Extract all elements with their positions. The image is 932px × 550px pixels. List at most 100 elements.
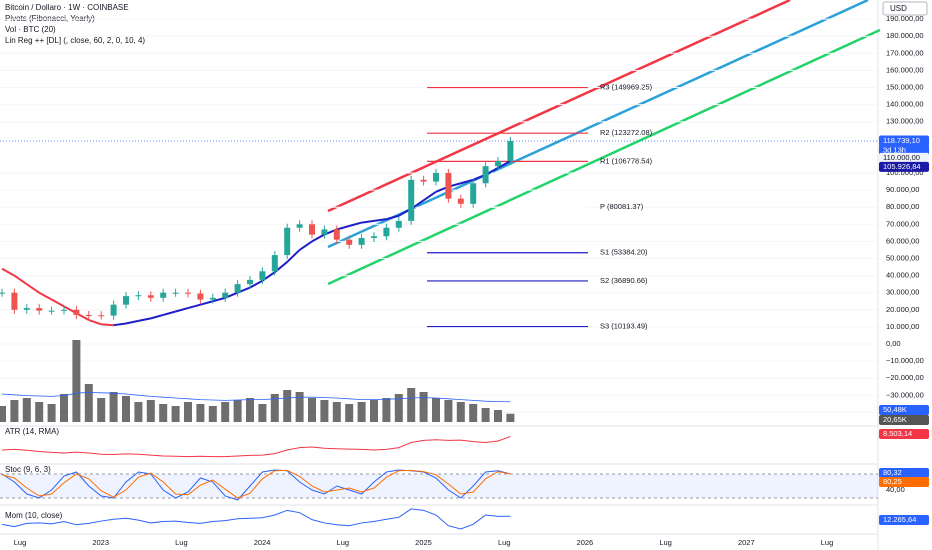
countdown: 3d 13h [883,145,906,154]
ma-segment [286,249,301,263]
value-badge [879,477,929,487]
ma-segment [38,291,53,301]
candle [495,161,501,167]
candle [371,236,377,238]
ma-segment [212,296,226,303]
pivot-label: S2 (36890.66) [600,276,648,285]
y-tick-label: 40.000,00 [886,271,919,280]
volume-bar [283,390,292,422]
x-tick-label: Lug [659,538,672,547]
badge-label: 118.739,10 [883,136,920,145]
value-badge [879,468,929,478]
y-tick-label: 0,00 [886,339,901,348]
pivot-label: R2 (123272.08) [600,128,653,137]
ma-segment [249,279,263,289]
volume-bar [320,400,329,422]
volume-bar [233,400,242,422]
candle [36,308,43,311]
y-tick-label: 190.000,00 [886,14,924,23]
y-tick-label: 20.000,00 [886,305,919,314]
value-badge [879,415,929,425]
value-badge [879,152,929,163]
candle [309,224,315,235]
x-tick-label: 2026 [577,538,594,547]
volume-bar [72,340,81,422]
ma-segment [1,267,15,277]
y-tick-label: 170.000,00 [886,48,924,57]
candle [408,179,415,221]
ma-segment [311,233,325,243]
volume-bar [221,402,230,422]
candle [11,292,18,310]
x-tick-label: Lug [498,538,511,547]
y-tick-label: 140.000,00 [886,100,924,109]
volume-bar [184,402,192,422]
candle [284,227,291,256]
volume-bar [122,396,130,422]
candle [98,315,105,317]
ma-segment [88,319,102,326]
candle [0,292,5,294]
volume-bar [246,398,254,422]
plot-bg [0,0,878,550]
mom-title: Mom (10, close) [5,511,63,520]
volume-bar [370,400,378,422]
ma-segment [497,160,511,169]
y-tick-label: 60.000,00 [886,236,919,245]
volume-bar [295,392,304,422]
candle [433,173,439,182]
volume-ma [1,391,511,403]
candle [48,310,55,312]
ma-segment [101,323,114,327]
x-tick-label: 2023 [92,538,109,547]
pivot-label: S1 (53384.20) [600,248,648,257]
stoc-k [1,469,511,501]
candle [85,314,92,316]
ma-segment [51,298,65,308]
candle [358,237,365,245]
candle [482,166,489,184]
ma-segment [336,225,350,231]
volume-bar [47,404,56,422]
volume-bar [432,398,440,422]
volume-bar [407,388,416,422]
volume-bar [258,404,267,422]
ma-segment [187,303,201,310]
candle [420,179,427,182]
candle [23,308,30,310]
badge-label: 8.503,14 [883,429,912,438]
volume-bar [60,394,68,422]
regression-upper [327,0,791,213]
y-tick-label: 80.000,00 [886,202,919,211]
candle [247,279,253,285]
candle [209,297,216,300]
ma-segment [150,313,164,320]
value-badge [879,515,929,525]
ma-segment [13,274,28,285]
pane-grid [0,425,878,535]
currency-box[interactable] [882,1,928,16]
candle [222,292,229,298]
badge-label: 20,65K [883,415,907,424]
candle [172,292,179,294]
volume-bar [208,406,217,422]
volume-bar [171,406,180,422]
regression-mid [327,0,869,249]
x-tick-label: Lug [175,538,188,547]
candle [457,198,464,204]
volume-bar [84,384,93,422]
stoc-d [1,469,511,499]
y-tick-label: 160.000,00 [886,65,924,74]
candle [395,220,402,228]
value-badge [879,161,929,172]
countdown-bg [879,145,929,155]
volume-label: Vol · BTC (20) [5,25,56,34]
volume-bar [394,394,403,422]
badge-label: 80,32 [883,468,902,477]
volume-bar [196,404,205,422]
currency[interactable]: USD [890,4,907,13]
volume-bar [159,404,168,422]
ma-segment [113,322,127,327]
